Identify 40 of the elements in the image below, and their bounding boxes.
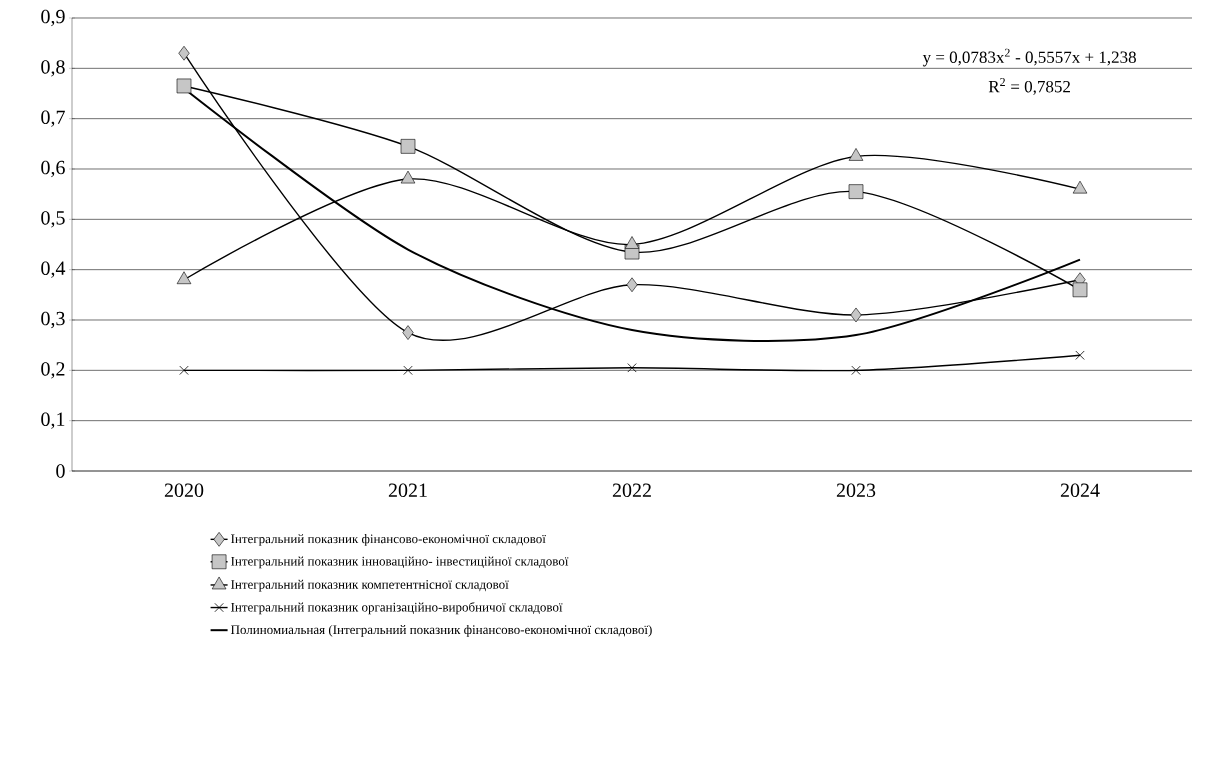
x-tick-label: 2023 bbox=[836, 483, 876, 498]
point bbox=[1075, 350, 1085, 360]
x-tick-label: 2021 bbox=[388, 483, 427, 498]
x-tick-label: 2020 bbox=[164, 483, 204, 498]
y-tick-label: 0,1 bbox=[41, 412, 65, 429]
legend-label: Інтегральний показник компетентнісної складової bbox=[231, 579, 509, 592]
point bbox=[179, 365, 189, 375]
y-tick-label: 0,5 bbox=[41, 211, 65, 228]
x-tick-label: 2024 bbox=[1060, 483, 1100, 498]
point bbox=[850, 307, 862, 323]
y-tick-label: 0,8 bbox=[41, 60, 65, 77]
point bbox=[627, 363, 637, 373]
point bbox=[1072, 282, 1088, 298]
y-tick-label: 0,9 bbox=[41, 9, 65, 27]
annotation: y = 0,0783x$^{2}$ - 0,5557x + 1,238 bbox=[922, 48, 1136, 67]
point bbox=[403, 365, 413, 375]
point bbox=[626, 277, 638, 293]
y-tick-label: 0,6 bbox=[41, 160, 65, 178]
annotation: R$^{2}$ = 0,7852 bbox=[988, 78, 1070, 95]
x-tick-label: 2022 bbox=[612, 483, 651, 498]
point bbox=[1072, 180, 1088, 194]
point bbox=[402, 325, 414, 340]
y-tick-label: 0 bbox=[56, 464, 65, 478]
point bbox=[178, 45, 190, 61]
point bbox=[176, 271, 192, 285]
legend-label: Інтегральний показник організаційно-виробничої складової bbox=[231, 602, 563, 615]
y-tick-label: 0,2 bbox=[41, 362, 65, 379]
y-tick-label: 0,7 bbox=[41, 110, 65, 127]
point bbox=[400, 139, 416, 154]
point bbox=[624, 236, 640, 249]
point bbox=[851, 365, 861, 375]
legend-label: Інтегральний показник інноваційно- інвестиційної складової bbox=[231, 556, 569, 569]
y-tick-label: 0,3 bbox=[41, 311, 65, 329]
point bbox=[848, 148, 864, 161]
point bbox=[176, 78, 192, 94]
legend-label: Інтегральний показник фінансово-економічної складової bbox=[231, 534, 546, 546]
legend-label: Полиномиальная (Інтегральний показник фінансово-економічної складової) bbox=[230, 624, 652, 637]
y-tick-label: 0,4 bbox=[41, 261, 66, 278]
point bbox=[400, 170, 416, 184]
point bbox=[848, 184, 864, 199]
